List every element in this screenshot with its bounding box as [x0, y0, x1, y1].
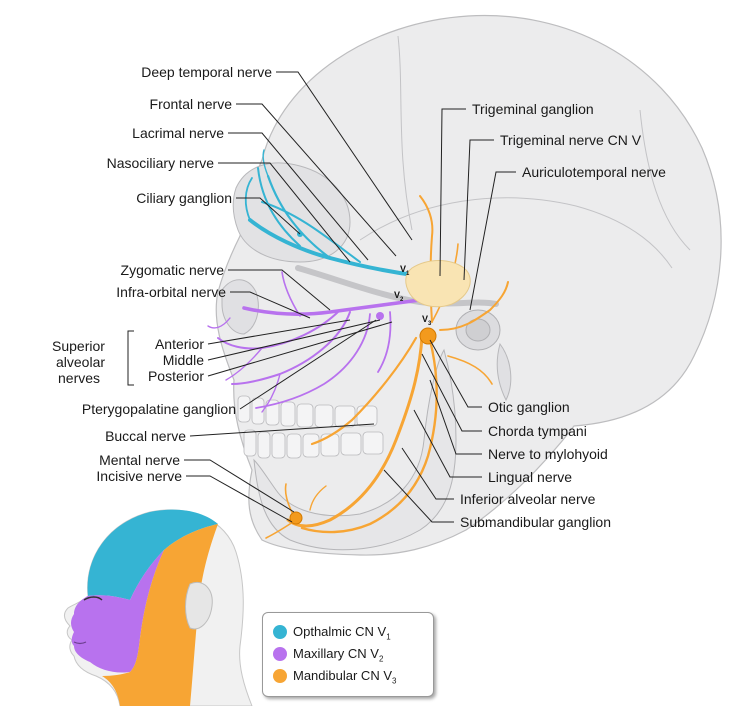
label-lingual-nerve: Lingual nerve: [488, 469, 573, 485]
leader-lines: [127, 71, 516, 523]
label-inferior-alveolar-nerve: Inferior alveolar nerve: [460, 491, 596, 507]
label-lacrimal-nerve: Lacrimal nerve: [132, 125, 224, 141]
v2-mark: V2: [394, 290, 404, 303]
label-superior-alveolar-line3: nerves: [58, 370, 101, 386]
v3-mark: V3: [422, 314, 432, 327]
legend-label-mandibular: Mandibular CN V: [293, 668, 392, 683]
label-chorda-tympani: Chorda tympani: [488, 423, 587, 439]
label-submandibular-ganglion: Submandibular ganglion: [460, 514, 611, 530]
eye: [83, 596, 103, 601]
v1-region: [87, 509, 218, 600]
label-pterygopalatine-ganglion: Pterygopalatine ganglion: [81, 401, 236, 417]
legend-item-ophthalmic: Opthalmic CN V1: [273, 623, 391, 642]
coronal-suture: [397, 35, 413, 231]
label-deep-temporal-nerve: Deep temporal nerve: [141, 64, 272, 80]
v1-mark: V1: [400, 264, 410, 277]
mandible: [253, 348, 457, 551]
lambdoid-suture: [639, 109, 691, 251]
label-buccal-nerve: Buccal nerve: [105, 428, 186, 444]
legend: Opthalmic CN V1 Maxillary CN V2 Mandibul…: [262, 612, 434, 697]
label-anterior: Anterior: [154, 336, 204, 352]
legend-label-maxillary: Maxillary CN V: [293, 646, 379, 661]
mouth: [73, 641, 87, 645]
v3-region: [102, 524, 218, 706]
legend-sub-maxillary: 2: [378, 654, 384, 664]
legend-item-mandibular: Mandibular CN V3: [273, 667, 397, 686]
label-middle: Middle: [162, 352, 204, 368]
submandibular-ganglion-dot: [289, 511, 303, 525]
legend-swatch-maxillary: [273, 646, 287, 661]
legend-sub-mandibular: 3: [392, 676, 397, 686]
mandibular-branches: [265, 195, 509, 539]
label-auriculotemporal-nerve: Auriculotemporal nerve: [522, 164, 666, 180]
mastoid-process: [496, 342, 512, 402]
label-frontal-nerve: Frontal nerve: [149, 96, 232, 112]
label-infra-orbital-nerve: Infra-orbital nerve: [116, 284, 226, 300]
legend-swatch-mandibular: [273, 668, 287, 683]
label-trigeminal-nerve: Trigeminal nerve CN V: [500, 132, 642, 148]
label-trigeminal-ganglion: Trigeminal ganglion: [472, 101, 594, 117]
label-superior-alveolar-line1: Superior: [52, 338, 105, 354]
label-otic-ganglion: Otic ganglion: [488, 399, 570, 415]
legend-sub-ophthalmic: 1: [386, 632, 391, 642]
v2-region: [71, 550, 164, 673]
legend-label-ophthalmic: Opthalmic CN V: [293, 624, 387, 639]
dermatome-head-inset: [63, 509, 253, 706]
label-posterior: Posterior: [147, 368, 204, 384]
pterygopalatine-ganglion-dot: [376, 312, 384, 320]
label-nerve-to-mylohyoid: Nerve to mylohyoid: [488, 446, 608, 462]
legend-swatch-ophthalmic: [273, 624, 287, 639]
ear: [185, 582, 213, 630]
squamous-suture: [359, 197, 673, 269]
label-zygomatic-nerve: Zygomatic nerve: [120, 262, 224, 278]
label-incisive-nerve: Incisive nerve: [96, 468, 182, 484]
legend-item-maxillary: Maxillary CN V2: [273, 645, 384, 664]
label-ciliary-ganglion: Ciliary ganglion: [136, 190, 232, 206]
label-mental-nerve: Mental nerve: [99, 452, 180, 468]
label-nasociliary-nerve: Nasociliary nerve: [106, 155, 214, 171]
otic-ganglion-dot: [419, 327, 437, 345]
label-superior-alveolar-line2: alveolar: [56, 354, 106, 370]
upper-teeth: [237, 395, 378, 428]
trigeminal-ganglion-shape: [405, 260, 471, 308]
lower-teeth: [243, 429, 384, 459]
